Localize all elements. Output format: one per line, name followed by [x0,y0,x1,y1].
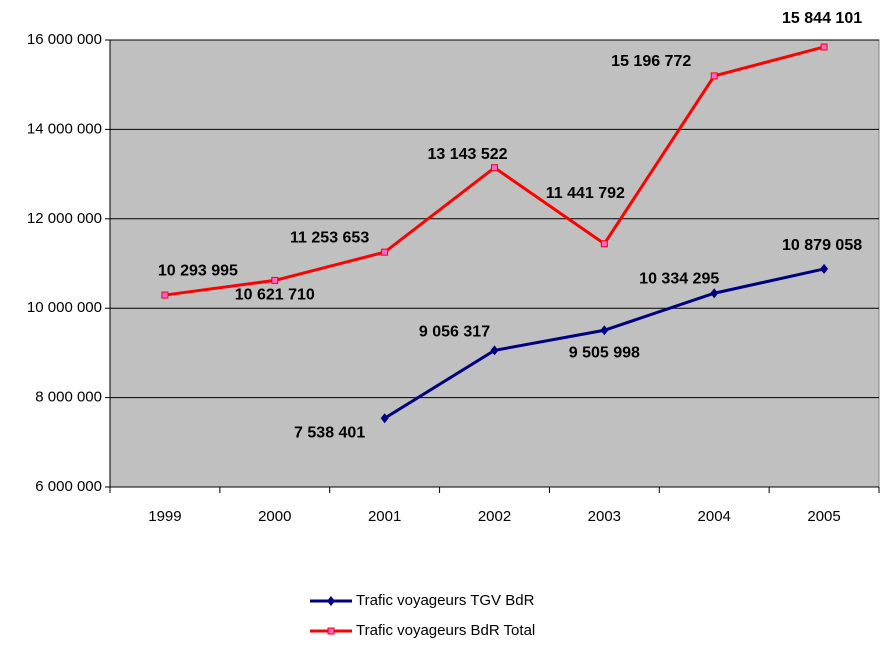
x-tick-label: 2000 [258,508,291,525]
data-label: 11 253 653 [290,229,369,246]
x-tick-label: 2001 [368,508,401,525]
point [820,263,829,274]
point [710,72,718,80]
data-label: 13 143 522 [427,146,507,163]
data-label: 15 196 772 [611,53,691,70]
x-tick-label: 2005 [807,508,840,525]
data-label: 10 621 710 [235,287,315,304]
data-label: 9 505 998 [569,345,640,362]
point [380,413,389,424]
y-tick-label: 16 000 000 [27,31,102,48]
data-label: 11 441 792 [546,185,625,202]
x-tick-label: 1999 [148,508,181,525]
y-tick-label: 14 000 000 [27,120,102,137]
point [327,596,335,606]
point [600,240,608,248]
point [710,288,719,299]
x-tick-label: 2003 [588,508,621,525]
data-label: 9 056 317 [419,324,490,341]
data-label: 7 538 401 [294,424,365,441]
plot-area [109,39,880,488]
point [271,276,279,284]
data-label: 10 879 058 [782,237,862,254]
data-label: 15 844 101 [782,10,862,27]
y-tick-label: 6 000 000 [35,478,102,495]
y-tick-label: 8 000 000 [35,389,102,406]
point [490,345,499,356]
point [327,627,335,635]
y-tick-label: 12 000 000 [27,210,102,227]
data-label: 10 334 295 [639,270,719,287]
legend-label: Trafic voyageurs BdR Total [356,622,535,639]
point [820,43,828,51]
point [600,325,609,336]
x-tick-label: 2004 [698,508,731,525]
legend-label: Trafic voyageurs TGV BdR [356,592,535,609]
point [491,164,498,172]
data-label: 10 293 995 [158,262,238,279]
y-tick-label: 10 000 000 [27,299,102,316]
x-tick-label: 2002 [478,508,511,525]
point [161,291,169,299]
point [381,248,389,256]
